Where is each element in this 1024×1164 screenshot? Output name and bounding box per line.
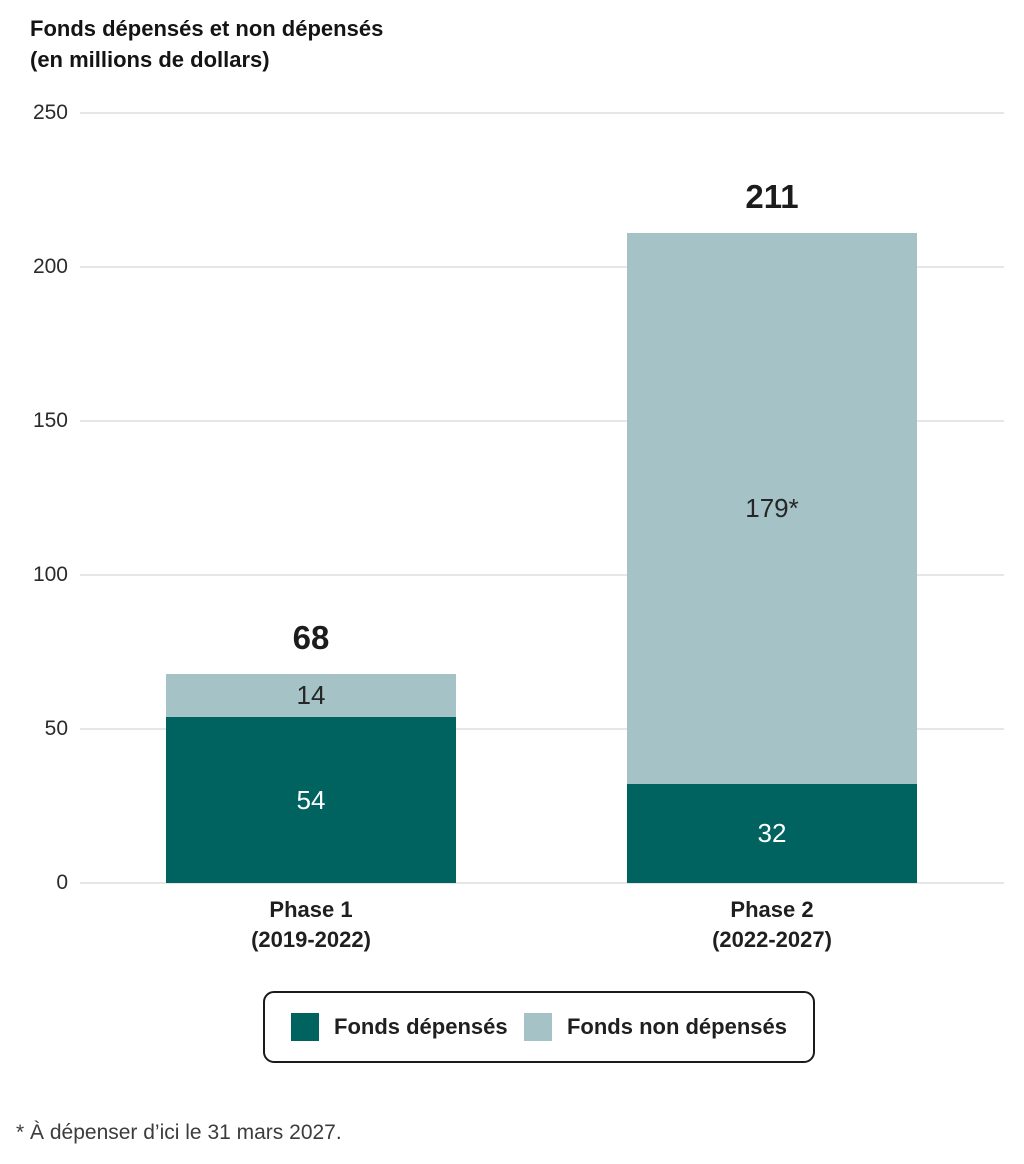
segment-value-label: 54: [296, 784, 326, 815]
x-axis-label-line-1: Phase 1: [269, 897, 353, 922]
legend-label-fonds-depenses: Fonds dépensés: [334, 1014, 508, 1039]
gridline-250: [80, 112, 1004, 114]
legend-swatch-fonds-depenses: [291, 1013, 319, 1041]
bar-segment-non-depenses-phase-1: 14: [166, 673, 456, 717]
gridline-0: [80, 882, 1004, 884]
bar-segment-non-depenses-phase-2: 179*: [627, 233, 917, 785]
footnote: * À dépenser d’ici le 31 mars 2027.: [16, 1121, 342, 1144]
legend-label-fonds-non-depenses: Fonds non dépensés: [566, 1014, 787, 1039]
y-axis-tick-250: 250: [32, 101, 68, 124]
x-axis-label-phase-2: Phase 2 (2022-2027): [622, 895, 922, 955]
x-axis-label-line-1: Phase 2: [730, 897, 814, 922]
x-axis-label-line-2: (2022-2027): [712, 927, 832, 952]
bar-segment-depenses-phase-1: 54: [166, 716, 456, 883]
chart-title: Fonds dépensés et non dépensés (en milli…: [30, 13, 383, 75]
legend-item-fonds-non-depenses: Fonds non dépensés: [523, 1013, 787, 1041]
gridline-50: [80, 728, 1004, 730]
gridline-150: [80, 420, 1004, 422]
bar-segment-depenses-phase-2: 32: [627, 784, 917, 883]
x-axis-label-phase-1: Phase 1 (2019-2022): [161, 895, 461, 955]
y-axis-tick-50: 50: [44, 717, 68, 740]
y-axis-tick-100: 100: [32, 563, 68, 586]
bar-total-label-phase-1: 68: [292, 618, 330, 656]
x-axis-label-line-2: (2019-2022): [251, 927, 371, 952]
segment-value-label: 32: [757, 818, 787, 849]
segment-value-label: 14: [296, 679, 326, 710]
chart-title-line-1: Fonds dépensés et non dépensés: [30, 16, 384, 41]
bar-total-label-phase-2: 211: [745, 178, 799, 216]
legend: Fonds dépensés Fonds non dépensés: [263, 991, 815, 1063]
legend-item-fonds-depenses: Fonds dépensés: [291, 1013, 508, 1041]
gridline-100: [80, 574, 1004, 576]
segment-value-label: 179*: [745, 493, 799, 524]
legend-swatch-fonds-non-depenses: [523, 1013, 552, 1041]
chart-title-line-2: (en millions de dollars): [30, 47, 270, 72]
gridline-200: [80, 266, 1004, 268]
y-axis-tick-0: 0: [56, 871, 68, 894]
y-axis-tick-200: 200: [32, 255, 68, 278]
y-axis-tick-150: 150: [32, 409, 68, 432]
